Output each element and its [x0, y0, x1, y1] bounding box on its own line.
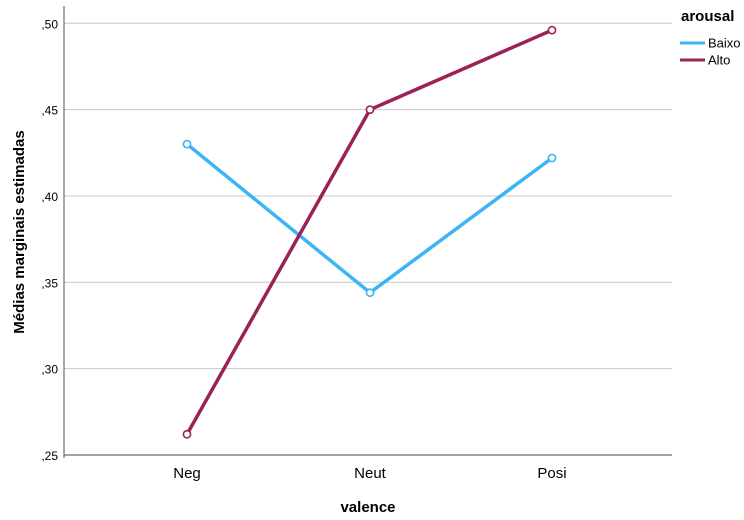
data-point — [182, 139, 192, 149]
y-tick-label: ,30 — [41, 363, 58, 377]
legend-items: Baixo Alto — [680, 36, 741, 68]
y-tick-label: ,45 — [41, 104, 58, 118]
series-line — [185, 142, 554, 295]
x-axis-label: valence — [340, 499, 395, 515]
series-baixo — [182, 139, 557, 298]
y-tick-label: ,25 — [41, 449, 58, 463]
series-line — [185, 28, 554, 437]
legend-title: arousal — [681, 8, 734, 25]
x-tick-label: Neg — [173, 465, 201, 482]
legend: arousal Baixo Alto — [680, 8, 741, 68]
legend-label: Alto — [708, 53, 730, 68]
data-point — [365, 288, 375, 298]
y-tick-label: ,50 — [41, 17, 58, 31]
x-tick-labels: Neg Neut Posi — [173, 465, 566, 482]
legend-label: Baixo — [708, 36, 741, 51]
series-lines — [182, 25, 557, 439]
axes — [63, 6, 672, 458]
data-point — [182, 429, 192, 439]
data-point — [547, 153, 557, 163]
data-point — [365, 105, 375, 115]
x-tick-label: Neut — [354, 465, 387, 482]
y-tick-label: ,40 — [41, 190, 58, 204]
data-point — [547, 25, 557, 35]
y-tick-labels: ,25 ,30 ,35 ,40 ,45 ,50 — [41, 17, 58, 463]
series-alto — [182, 25, 557, 439]
y-axis-label: Médias marginais estimadas — [11, 130, 28, 333]
legend-item: Alto — [680, 53, 730, 68]
legend-item: Baixo — [680, 36, 741, 51]
gridlines — [64, 22, 672, 370]
x-tick-label: Posi — [537, 465, 566, 482]
y-tick-label: ,35 — [41, 276, 58, 290]
